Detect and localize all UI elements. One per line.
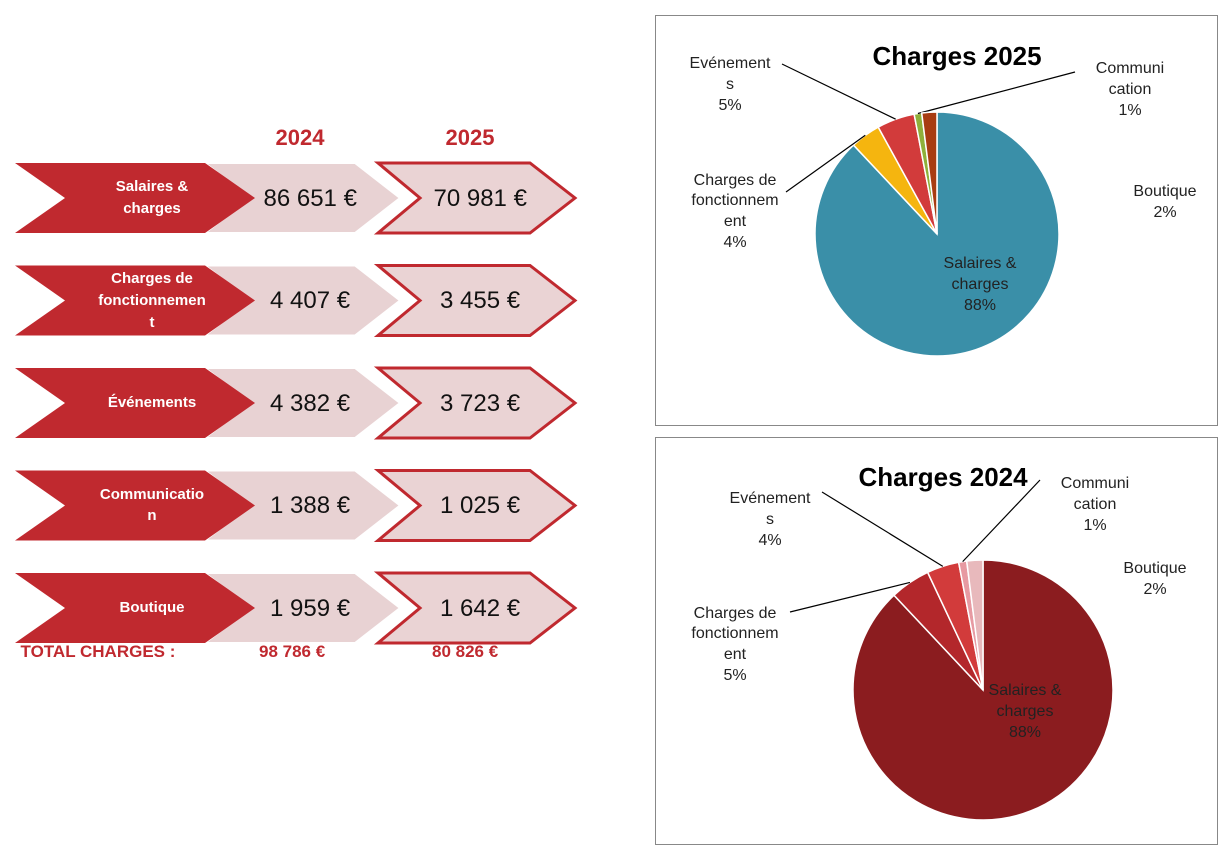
amount: 86 651 €	[263, 184, 357, 212]
category-label: Salaires & charges	[943, 255, 1017, 293]
year-header: 2024	[275, 124, 325, 150]
chevron	[373, 264, 578, 337]
row-label: Communication	[99, 485, 205, 525]
amount: 4 382 €	[270, 389, 351, 417]
pie-label: Communication 1%	[1058, 474, 1133, 536]
chevron	[373, 469, 578, 542]
chevron	[15, 163, 255, 233]
total-value: 98 786 €	[259, 642, 326, 661]
value-label: 1%	[1083, 516, 1107, 534]
category-label: Charges de fonctionnement	[691, 171, 779, 231]
category-label: Evénements	[729, 490, 811, 528]
chevron	[373, 161, 578, 235]
chart-title: Charges 2025	[872, 41, 1042, 71]
chevron	[15, 368, 255, 438]
value-label: 88%	[1008, 723, 1042, 741]
leader-line	[962, 479, 1041, 563]
total-label: TOTAL CHARGES :	[20, 642, 176, 661]
value-label: 88%	[963, 296, 997, 314]
amount: 4 407 €	[270, 287, 351, 314]
row-label: Salaires & charges	[115, 178, 189, 217]
pie-slice	[965, 559, 984, 691]
category-label: Boutique	[1133, 183, 1197, 200]
amount: 1 642 €	[440, 594, 521, 622]
value-label: 2%	[1143, 580, 1167, 598]
amount: 3 723 €	[440, 389, 521, 417]
chart-title: Charges 2024	[858, 462, 1028, 492]
amount: 1 388 €	[270, 492, 351, 519]
category-label: Salaires & charges	[988, 682, 1062, 720]
year-header: 2025	[445, 124, 495, 150]
pie-label: Boutique 2%	[1125, 182, 1205, 224]
value-label: 1%	[1118, 101, 1142, 119]
category-label: Charges de fonctionnement	[691, 604, 779, 664]
category-label: Evénements	[689, 55, 771, 93]
chevron	[15, 573, 255, 643]
value-label: 5%	[718, 96, 742, 114]
pie-label: Communication 1%	[1093, 59, 1168, 121]
leader-line	[917, 71, 1076, 115]
row-label: Événements	[107, 394, 197, 411]
pie-label: Evénements 5%	[689, 54, 771, 116]
leader-line	[789, 581, 911, 613]
value-label: 4%	[758, 531, 782, 549]
pie-label: Charges de fonctionnement 4%	[688, 171, 783, 254]
leader-line	[781, 63, 896, 120]
row-label: Charges de fonctionnement	[98, 270, 206, 331]
pie-label: Evénements 4%	[729, 489, 811, 551]
category-label: Communication	[1095, 60, 1165, 98]
chevron	[373, 366, 578, 440]
value-label: 5%	[723, 666, 747, 684]
amount: 1 959 €	[270, 594, 351, 622]
row-label: Boutique	[119, 599, 185, 616]
category-label: Boutique	[1123, 560, 1187, 577]
total-value: 80 826 €	[432, 642, 499, 661]
leader-line	[821, 491, 944, 567]
pie-label: Charges de fonctionnement 5%	[688, 604, 783, 687]
pie-label: Salaires & charges 88%	[935, 254, 1025, 316]
amount: 3 455 €	[440, 287, 521, 314]
pie-label: Salaires & charges 88%	[980, 681, 1070, 743]
value-label: 4%	[723, 233, 747, 251]
amount: 1 025 €	[440, 492, 521, 519]
leader-line	[785, 134, 866, 193]
pie-slice	[920, 111, 938, 235]
category-label: Communication	[1060, 475, 1130, 513]
chevron	[15, 470, 255, 541]
chevron	[15, 265, 255, 336]
value-label: 2%	[1153, 203, 1177, 221]
pie-label: Boutique 2%	[1115, 559, 1195, 601]
amount: 70 981 €	[433, 184, 527, 212]
chevron	[373, 571, 578, 645]
